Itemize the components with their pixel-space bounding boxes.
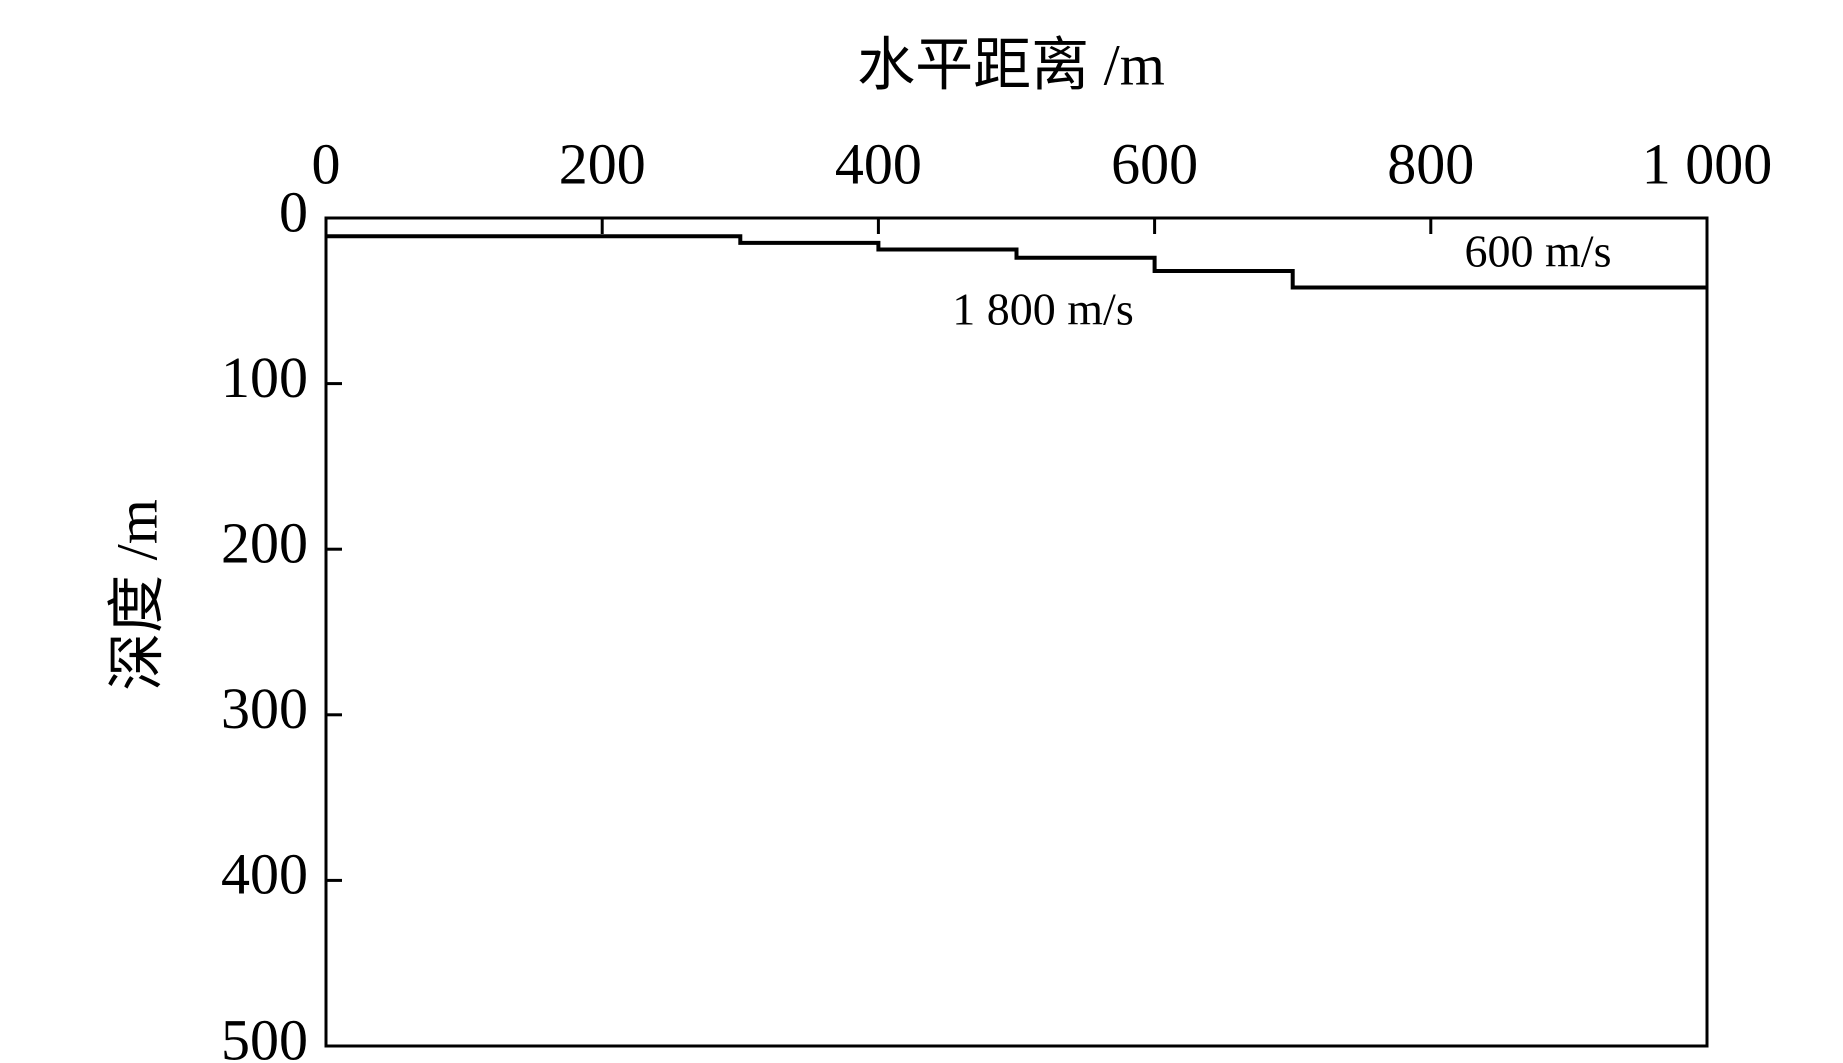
y-tick-label: 300 bbox=[221, 676, 308, 741]
interface-line bbox=[326, 234, 1707, 290]
annotation: 1 800 m/s bbox=[952, 284, 1133, 335]
x-tick-label: 200 bbox=[559, 131, 646, 196]
annotation: 600 m/s bbox=[1465, 226, 1612, 277]
x-tick-label: 800 bbox=[1387, 131, 1474, 196]
x-tick-label: 1 000 bbox=[1642, 131, 1773, 196]
y-axis-label: 深度 /m bbox=[104, 499, 169, 691]
chart-title: 水平距离 /m bbox=[857, 32, 1165, 97]
y-tick-label: 100 bbox=[221, 345, 308, 410]
y-tick-label: 0 bbox=[279, 179, 308, 244]
x-tick-label: 400 bbox=[835, 131, 922, 196]
y-tick-label: 200 bbox=[221, 511, 308, 576]
y-tick-label: 500 bbox=[221, 1007, 308, 1063]
plot-frame bbox=[324, 216, 1709, 1048]
y-tick-label: 400 bbox=[221, 842, 308, 907]
x-tick-label: 600 bbox=[1111, 131, 1198, 196]
x-tick-label: 0 bbox=[312, 131, 341, 196]
